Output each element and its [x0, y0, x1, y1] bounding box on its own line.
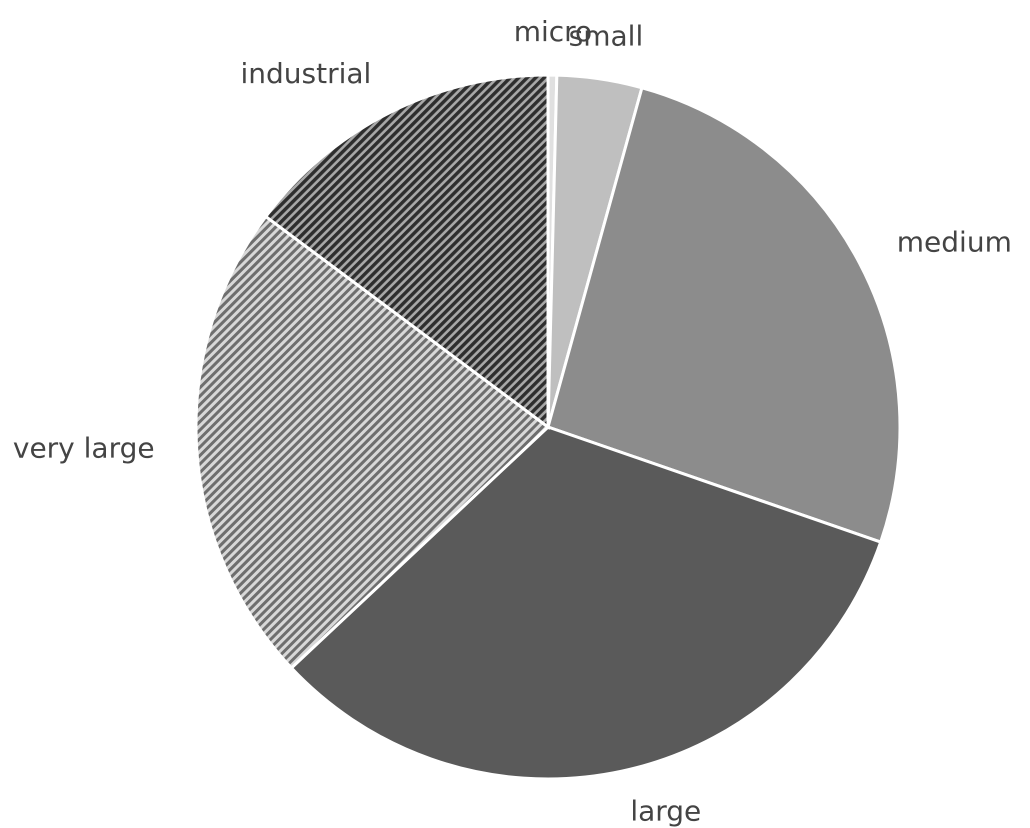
- slice-label: micro: [514, 15, 592, 48]
- pie-slice: [263, 73, 550, 430]
- slice-label: industrial: [240, 57, 371, 90]
- pie-slice: [289, 425, 883, 781]
- slice-label: large: [630, 794, 701, 827]
- slice-label: small: [569, 19, 644, 52]
- slice-label: very large: [13, 431, 155, 464]
- pie-slice: [194, 214, 551, 671]
- pie-slice: [546, 85, 902, 544]
- slice-label: medium: [897, 226, 1012, 259]
